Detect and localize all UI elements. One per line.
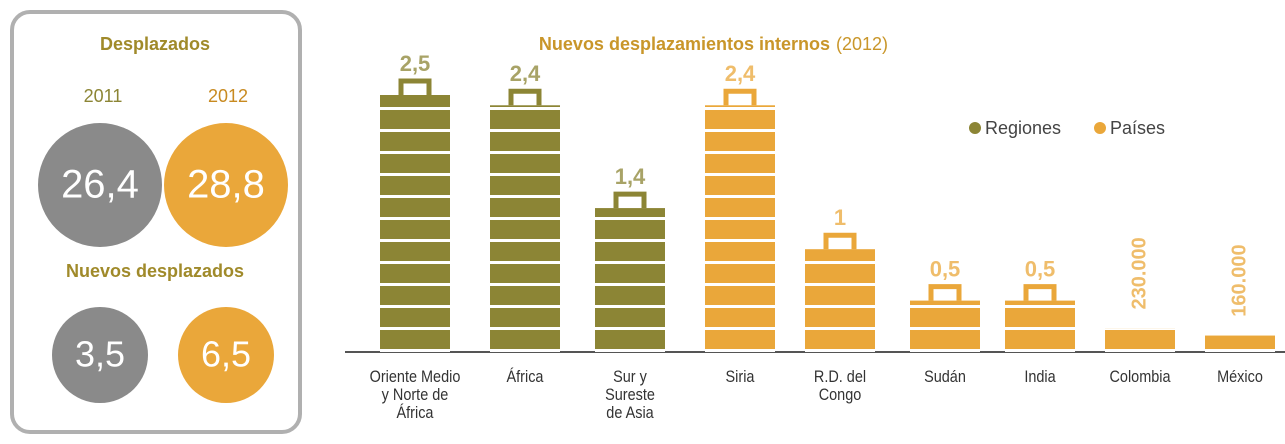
new-circle [178, 307, 274, 403]
value-label: 1 [834, 205, 846, 230]
year: 2012 [208, 86, 248, 106]
bar-stripes [1005, 300, 1075, 352]
x-tick-label: R.D. del Congo [813, 367, 867, 404]
x-tick-label: México [1217, 367, 1263, 386]
chart-title-year: (2012) [836, 34, 888, 54]
legend-label: Países [1110, 118, 1165, 138]
value-label: 1,4 [615, 164, 646, 189]
bar-stripes [805, 249, 875, 352]
panel-title: Desplazados [100, 34, 210, 54]
value-label: 2,4 [510, 61, 541, 86]
suitcase-handle [508, 88, 542, 106]
x-tick-label: Oriente Medio y Norte de África [369, 367, 461, 422]
value-label: 0,5 [930, 256, 961, 281]
total-circle [164, 123, 288, 247]
x-tick-label: África [506, 367, 544, 386]
x-tick-label: Siria [725, 367, 755, 386]
value-label: 2,5 [400, 51, 431, 76]
suitcase-handle [613, 191, 647, 209]
total-circle [38, 123, 162, 247]
x-tick-label: Sur y Sureste de Asia [605, 367, 655, 422]
value-label: 2,4 [725, 61, 756, 86]
suitcase-handle [928, 284, 962, 301]
legend-label: Regiones [985, 118, 1061, 138]
x-tick-label: Sudán [924, 367, 966, 386]
year: 2011 [84, 86, 123, 106]
total-value: 28,8 [187, 163, 265, 207]
legend-marker [1094, 122, 1106, 134]
bar-stripes [595, 208, 665, 352]
new-value: 6,5 [201, 334, 251, 375]
x-tick-label: India [1024, 367, 1056, 386]
bar-stripes [910, 300, 980, 352]
new-value: 3,5 [75, 334, 125, 375]
bar-stripes [1205, 335, 1275, 352]
panel-subtitle: Nuevos desplazados [66, 261, 244, 281]
chart-title: Nuevos desplazamientos internos [539, 34, 830, 54]
bar-stripes [705, 105, 775, 352]
suitcase-handle [1023, 284, 1057, 301]
bar-stripes [380, 95, 450, 352]
panel-frame [10, 10, 302, 434]
suitcase-handle [823, 232, 857, 250]
bar-stripes [490, 105, 560, 352]
suitcase-handle [723, 88, 757, 106]
suitcase-handle [398, 78, 432, 95]
new-circle [52, 307, 148, 403]
bar-stripes [1105, 328, 1175, 352]
value-label: 0,5 [1025, 256, 1056, 281]
value-label: 160.000 [1228, 244, 1250, 316]
total-value: 26,4 [61, 163, 139, 207]
legend-marker [969, 122, 981, 134]
value-label: 230.000 [1128, 237, 1150, 309]
x-tick-label: Colombia [1109, 367, 1171, 386]
